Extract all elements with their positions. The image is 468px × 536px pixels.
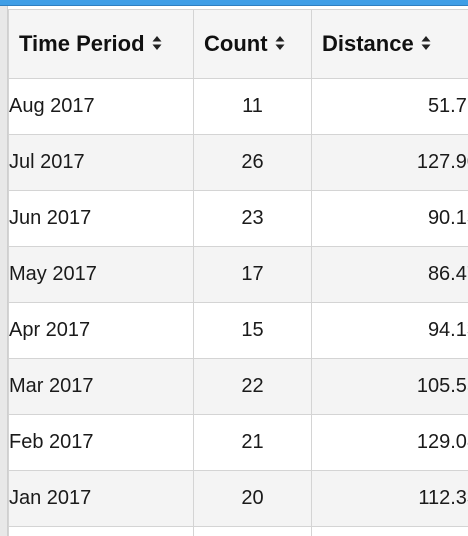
cell-count: 21 xyxy=(193,414,312,471)
table-row[interactable]: Jul 2017 26 127.90 xyxy=(8,134,468,191)
column-header-label: Count xyxy=(204,31,268,56)
table-row[interactable]: Jun 2017 23 90.13 xyxy=(8,190,468,247)
column-header-label: Distance xyxy=(322,31,414,56)
cell-distance: 112.33 xyxy=(311,470,468,527)
cell-count: 17 xyxy=(193,246,312,303)
cell-time-period: Apr 2017 xyxy=(8,302,194,359)
sort-updown-icon xyxy=(275,36,285,51)
cell-distance: 127.90 xyxy=(311,134,468,191)
table-row[interactable]: Mar 2017 22 105.55 xyxy=(8,358,468,415)
cell-distance: 129.08 xyxy=(311,414,468,471)
cell-distance: 90.13 xyxy=(311,190,468,247)
cell-time-period: Jan 2017 xyxy=(8,470,194,527)
cell-distance xyxy=(311,526,468,536)
cell-time-period: Mar 2017 xyxy=(8,358,194,415)
cell-count: 22 xyxy=(193,358,312,415)
cell-distance: 94.13 xyxy=(311,302,468,359)
table-row[interactable]: Jan 2017 20 112.33 xyxy=(8,470,468,527)
cell-distance: 105.55 xyxy=(311,358,468,415)
cell-count: 15 xyxy=(193,302,312,359)
cell-count xyxy=(193,526,312,536)
sort-updown-icon xyxy=(152,36,162,51)
column-header-time-period[interactable]: Time Period xyxy=(8,9,194,79)
cell-count: 11 xyxy=(193,78,312,135)
table-row[interactable] xyxy=(8,526,468,536)
sort-updown-icon xyxy=(421,36,431,51)
cell-time-period: Jun 2017 xyxy=(8,190,194,247)
column-header-label: Time Period xyxy=(19,31,145,56)
cell-count: 20 xyxy=(193,470,312,527)
table-row[interactable]: Aug 2017 11 51.71 xyxy=(8,78,468,135)
cell-time-period: Jul 2017 xyxy=(8,134,194,191)
cell-time-period: Aug 2017 xyxy=(8,78,194,135)
cell-distance: 51.71 xyxy=(311,78,468,135)
cell-count: 23 xyxy=(193,190,312,247)
left-edge-panel xyxy=(0,6,8,536)
column-header-distance[interactable]: Distance xyxy=(311,9,468,79)
cell-time-period: May 2017 xyxy=(8,246,194,303)
stats-table: Time Period Count Distance Aug 2017 11 5… xyxy=(8,9,468,536)
table-header-row: Time Period Count Distance xyxy=(8,9,468,79)
cell-distance: 86.47 xyxy=(311,246,468,303)
cell-time-period: Feb 2017 xyxy=(8,414,194,471)
table-row[interactable]: Feb 2017 21 129.08 xyxy=(8,414,468,471)
accent-top-bar xyxy=(0,0,468,6)
table-row[interactable]: May 2017 17 86.47 xyxy=(8,246,468,303)
table-row[interactable]: Apr 2017 15 94.13 xyxy=(8,302,468,359)
cell-time-period xyxy=(8,526,194,536)
column-header-count[interactable]: Count xyxy=(193,9,312,79)
cell-count: 26 xyxy=(193,134,312,191)
